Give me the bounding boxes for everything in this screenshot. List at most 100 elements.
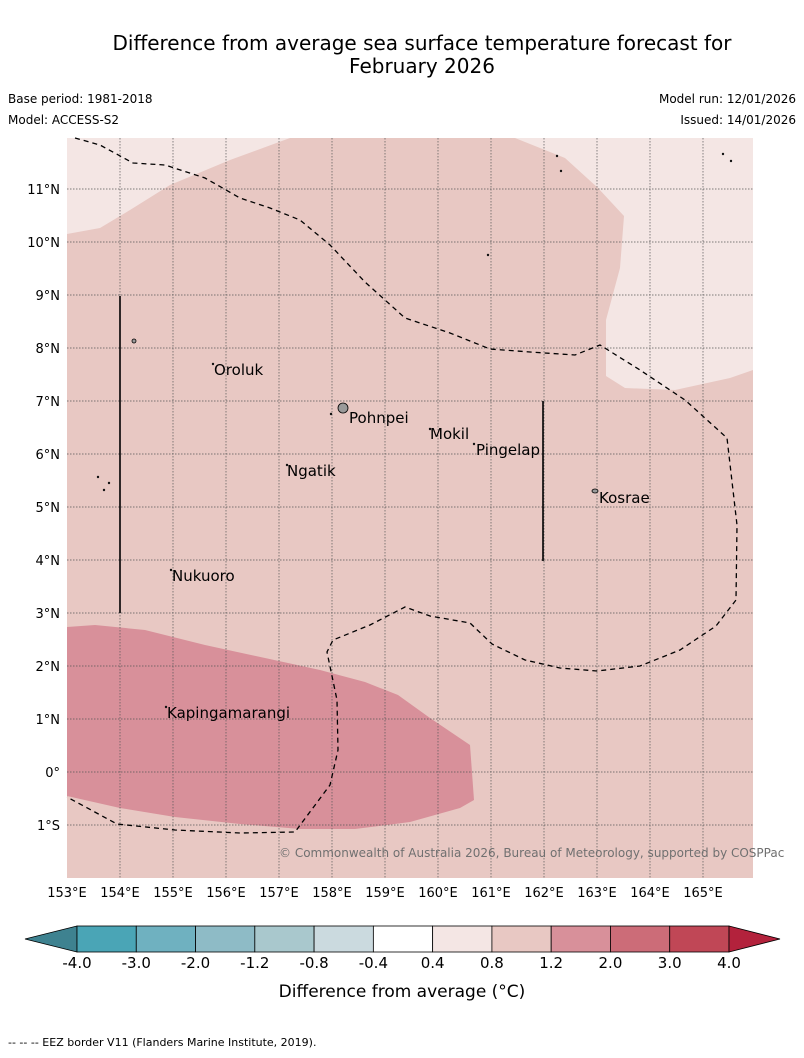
model-label: Model: ACCESS-S2 [8,113,120,127]
place-label-mokil: Mokil [430,425,469,443]
lat-label: 2°N [36,660,61,675]
sst-anomaly-map: Oroluk Pohnpei Mokil Pingelap Ngatik Kos… [24,137,784,1002]
copyright-notice: © Commonwealth of Australia 2026, Bureau… [279,846,784,860]
islet-mark [96,475,100,479]
lon-label: 163°E [577,886,617,901]
colorbar-under-arrow [24,925,78,953]
base-period-label: Base period: 1981-2018 [8,92,153,106]
colorbar-tick-label: 0.8 [480,954,504,972]
colorbar-segment [135,925,196,953]
islet-mark [428,427,432,431]
islet-mark [559,169,563,173]
eez-footnote: -- -- -- EEZ border V11 (Flanders Marine… [8,1036,317,1049]
strong-anomaly-region-south [67,625,474,829]
lat-axis-labels: 11°N 10°N 9°N 8°N 7°N 6°N 5°N 4°N 3°N 2°… [27,183,60,834]
colorbar-tick-label: -0.4 [359,954,388,972]
lat-label: 5°N [36,501,61,516]
colorbar-tick-label: -0.8 [299,954,328,972]
place-label-pohnpei: Pohnpei [349,409,409,427]
map-panel: Oroluk Pohnpei Mokil Pingelap Ngatik Kos… [66,137,784,878]
lat-label: 1°N [36,713,61,728]
lon-label: 156°E [206,886,246,901]
pohnpei-island [337,402,349,414]
lat-label: 4°N [36,554,61,569]
colorbar-segment [76,925,137,953]
lat-label: 8°N [36,342,61,357]
lon-label: 162°E [524,886,564,901]
light-anomaly-region-northeast [515,138,753,390]
lon-label: 159°E [365,886,405,901]
colorbar-legend: -4.0 -3.0 -2.0 -1.2 -0.8 -0.4 0.4 0.8 1.2 2.0 3.0 4… [24,925,781,1002]
colorbar-segment [313,925,374,953]
colorbar-segment [610,925,671,953]
islet-mark [107,481,111,485]
colorbar-segment [491,925,552,953]
colorbar-label: Difference from average (°C) [279,982,526,1002]
islands [96,152,733,709]
map-title-line1: Difference from average sea surface temp… [112,31,732,55]
colorbar-segment [550,925,611,953]
colorbar-segment [195,925,256,953]
islet-mark [486,253,490,257]
colorbar-over-arrow [728,925,781,953]
map-title: Difference from average sea surface temp… [0,32,804,78]
place-label-kapingamarangi: Kapingamarangi [167,704,290,722]
lon-label: 158°E [312,886,352,901]
lat-label: 7°N [36,395,61,410]
islet-mark [721,152,725,156]
islet-mark [169,568,173,572]
lat-label: 1°S [37,819,60,834]
lat-label: 11°N [27,183,60,198]
colorbar-tick-label: 3.0 [658,954,682,972]
lon-label: 155°E [153,886,193,901]
islet-mark [729,159,733,163]
lon-axis-labels: 153°E 154°E 155°E 156°E 157°E 158°E 159°… [47,886,723,901]
islet-mark [472,442,476,446]
colorbar-segment [432,925,493,953]
colorbar-tick-label: 1.2 [539,954,563,972]
place-label-kosrae: Kosrae [599,489,650,507]
colorbar-segment [254,925,315,953]
colorbar-tick-label: 4.0 [717,954,741,972]
colorbar-tick-label: 2.0 [599,954,623,972]
island-west [131,338,137,344]
lat-label: 9°N [36,289,61,304]
lat-label: 0° [45,766,60,781]
islet-mark [329,412,333,416]
islet-mark [164,705,168,709]
issued-label: Issued: 14/01/2026 [680,113,796,127]
islet-mark [555,154,559,158]
place-label-ngatik: Ngatik [287,462,336,480]
colorbar-tick-label: -2.0 [181,954,210,972]
lat-label: 10°N [27,236,60,251]
colorbar-tick-label: 0.4 [421,954,445,972]
lon-label: 153°E [47,886,87,901]
lon-label: 164°E [630,886,670,901]
lon-label: 160°E [418,886,458,901]
eez-border [66,137,738,834]
colorbar-segment [669,925,730,953]
colorbar-tick-labels: -4.0 -3.0 -2.0 -1.2 -0.8 -0.4 0.4 0.8 1.2 2.0 3.0 4… [62,954,741,972]
kosrae-island [591,488,599,494]
islet-mark [102,488,106,492]
lon-label: 157°E [259,886,299,901]
islet-mark [211,362,215,366]
light-anomaly-region-northwest [67,138,290,234]
lat-label: 6°N [36,448,61,463]
colorbar-tick-label: -4.0 [62,954,91,972]
colorbar-tick-label: -1.2 [240,954,269,972]
lat-label: 3°N [36,607,61,622]
colorbar-segment [372,925,434,953]
map-title-line2: February 2026 [349,54,495,78]
place-label-pingelap: Pingelap [476,441,540,459]
lon-label: 154°E [100,886,140,901]
model-run-label: Model run: 12/01/2026 [658,92,796,106]
islet-mark [285,463,289,467]
place-labels: Oroluk Pohnpei Mokil Pingelap Ngatik Kos… [167,361,650,722]
colorbar-segments [76,925,730,953]
place-label-nukuoro: Nukuoro [172,567,235,585]
lon-label: 161°E [471,886,511,901]
lon-label: 165°E [683,886,723,901]
place-label-oroluk: Oroluk [214,361,263,379]
colorbar-tick-label: -3.0 [122,954,151,972]
